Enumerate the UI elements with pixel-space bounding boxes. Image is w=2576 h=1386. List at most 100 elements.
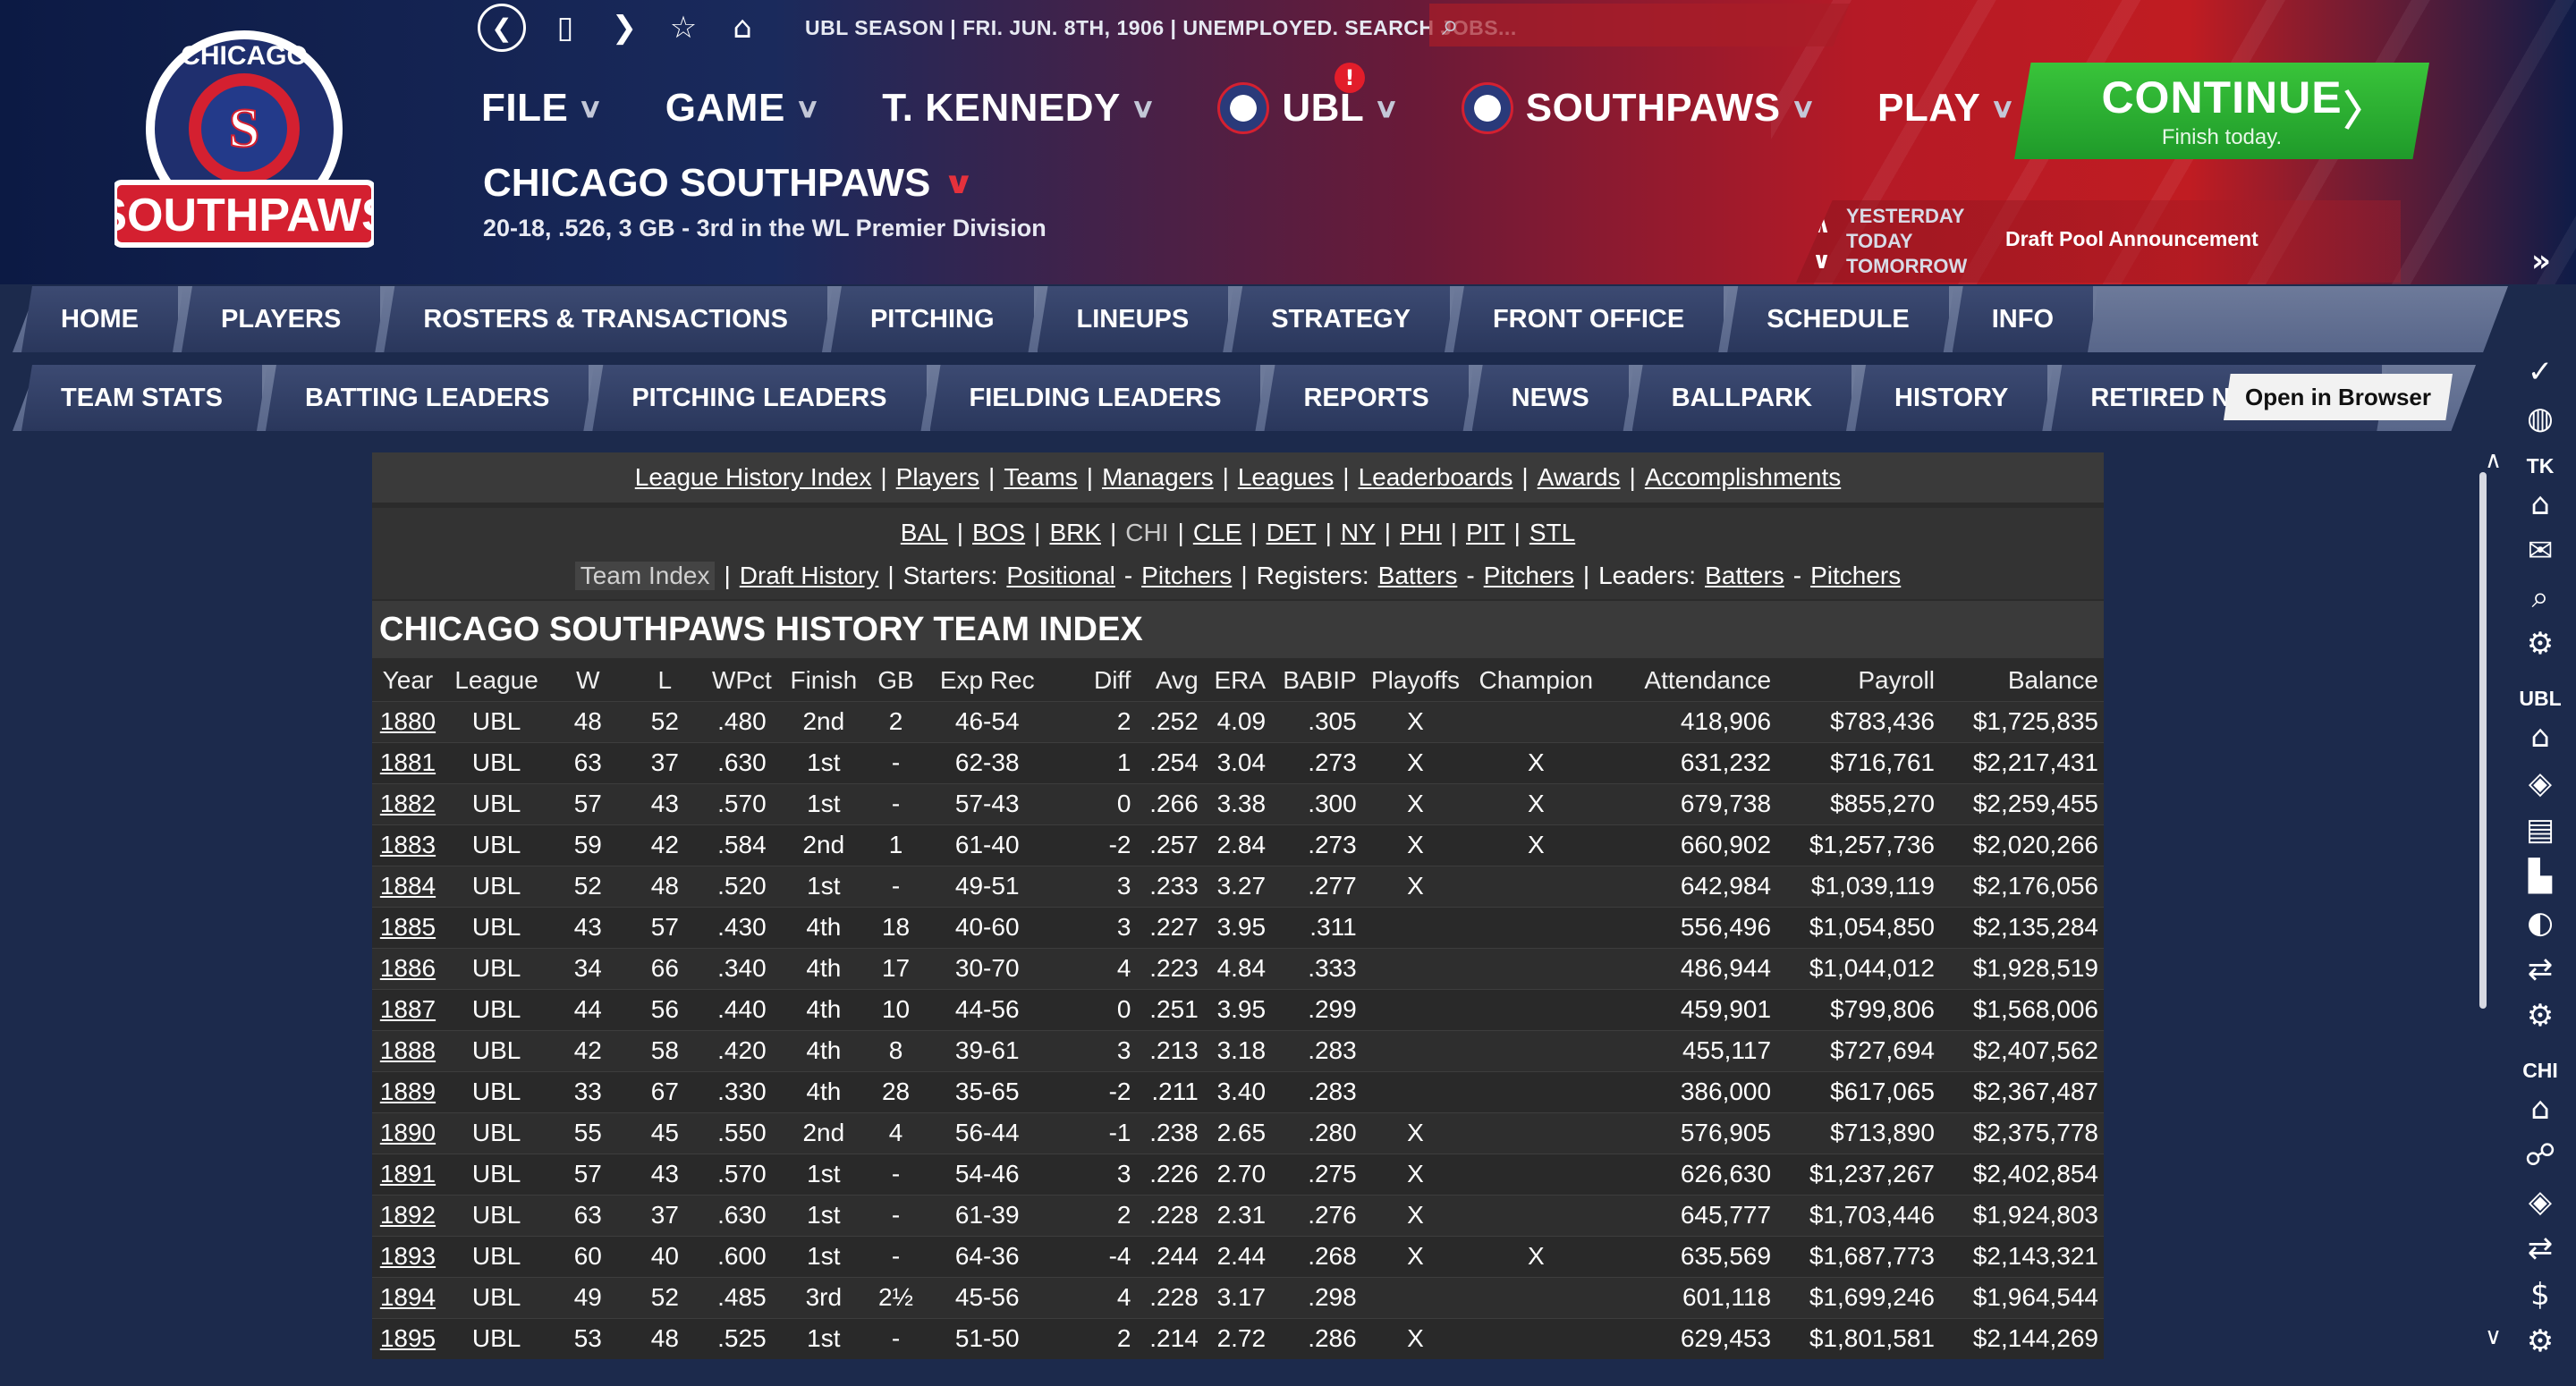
column-header-wpct[interactable]: WPct bbox=[703, 660, 781, 701]
team-link-stl[interactable]: STL bbox=[1529, 519, 1576, 546]
menu-file[interactable]: FILE ∨ bbox=[481, 86, 605, 130]
column-header-babip[interactable]: BABIP bbox=[1271, 660, 1362, 701]
tab-home[interactable]: HOME bbox=[21, 286, 183, 352]
tab-fielding-leaders[interactable]: FIELDING LEADERS bbox=[930, 365, 1267, 431]
home-icon[interactable]: ⌂ bbox=[733, 10, 752, 46]
column-header-champion[interactable]: Champion bbox=[1469, 660, 1604, 701]
team-link-ny[interactable]: NY bbox=[1340, 519, 1376, 546]
link-leagues[interactable]: Leagues bbox=[1237, 463, 1335, 491]
team-link-phi[interactable]: PHI bbox=[1400, 519, 1442, 546]
yesterday-link[interactable]: YESTERDAY bbox=[1846, 205, 1965, 227]
registers-batters-link[interactable]: Batters bbox=[1377, 562, 1458, 589]
registers-pitchers-link[interactable]: Pitchers bbox=[1483, 562, 1574, 589]
roster-icon[interactable]: ☍ bbox=[2524, 1137, 2556, 1173]
continue-button[interactable]: CONTINUE Finish today. 〉 bbox=[2014, 63, 2429, 159]
column-header-payroll[interactable]: Payroll bbox=[1776, 660, 1940, 701]
team-link-cle[interactable]: CLE bbox=[1192, 519, 1242, 546]
cell-year[interactable]: 1886 bbox=[372, 947, 444, 989]
chevron-down-icon[interactable]: ∨ bbox=[1812, 248, 1832, 275]
tab-schedule[interactable]: SCHEDULE bbox=[1727, 286, 1954, 352]
link-awards[interactable]: Awards bbox=[1537, 463, 1621, 491]
bookmark-icon[interactable]: ▯ bbox=[556, 10, 574, 46]
tab-strategy[interactable]: STRATEGY bbox=[1232, 286, 1455, 352]
column-header-gb[interactable]: GB bbox=[867, 660, 925, 701]
star-icon[interactable]: ☆ bbox=[669, 10, 698, 46]
check-icon[interactable]: ✓ bbox=[2527, 354, 2554, 390]
team-logo[interactable]: S CHICAGO SOUTHPAWS bbox=[114, 23, 374, 256]
column-header-league[interactable]: League bbox=[443, 660, 550, 701]
season-status-text[interactable]: UBL SEASON | FRI. JUN. 8TH, 1906 | UNEMP… bbox=[805, 15, 1517, 39]
gear-icon[interactable]: ⚙ bbox=[2526, 998, 2555, 1034]
team-link-brk[interactable]: BRK bbox=[1049, 519, 1102, 546]
cell-year[interactable]: 1894 bbox=[372, 1276, 444, 1318]
link-accomplishments[interactable]: Accomplishments bbox=[1644, 463, 1842, 491]
home-icon[interactable]: ⌂ bbox=[2530, 486, 2550, 522]
team-link-pit[interactable]: PIT bbox=[1466, 519, 1505, 546]
column-header-w[interactable]: W bbox=[549, 660, 627, 701]
scrollbar-thumb[interactable] bbox=[2479, 472, 2487, 1009]
id-card-icon[interactable]: ▤ bbox=[2525, 812, 2555, 848]
menu-game[interactable]: GAME ∨ bbox=[665, 86, 821, 130]
mail-icon[interactable]: ✉ bbox=[2527, 533, 2554, 569]
scroll-down-icon[interactable]: ∨ bbox=[2485, 1323, 2503, 1350]
cell-year[interactable]: 1887 bbox=[372, 988, 444, 1030]
column-header-exp-rec[interactable]: Exp Rec bbox=[924, 660, 1050, 701]
forward-icon[interactable]: ❯ bbox=[611, 10, 638, 46]
home-icon[interactable]: ⌂ bbox=[2530, 1091, 2550, 1127]
link-league-history-index[interactable]: League History Index bbox=[634, 463, 872, 491]
menu-team[interactable]: SOUTHPAWS ∨ bbox=[1461, 82, 1816, 134]
globe-icon[interactable]: ◍ bbox=[2527, 401, 2554, 436]
tomorrow-link[interactable]: TOMORROW bbox=[1846, 255, 1968, 277]
expand-icon[interactable]: » bbox=[2531, 243, 2551, 279]
cell-year[interactable]: 1881 bbox=[372, 741, 444, 783]
column-header-era[interactable]: ERA bbox=[1203, 660, 1272, 701]
tab-news[interactable]: NEWS bbox=[1472, 365, 1634, 431]
cell-year[interactable]: 1884 bbox=[372, 865, 444, 907]
today-link[interactable]: TODAY bbox=[1846, 230, 1913, 252]
tab-team-stats[interactable]: TEAM STATS bbox=[21, 365, 267, 431]
leaders-pitchers-link[interactable]: Pitchers bbox=[1810, 562, 1902, 589]
dollar-icon[interactable]: $ bbox=[2530, 1277, 2550, 1313]
tab-history[interactable]: HISTORY bbox=[1855, 365, 2053, 431]
tab-batting-leaders[interactable]: BATTING LEADERS bbox=[266, 365, 594, 431]
cell-year[interactable]: 1892 bbox=[372, 1194, 444, 1236]
diamond-icon[interactable]: ◈ bbox=[2528, 765, 2553, 801]
menu-play[interactable]: PLAY ∨ bbox=[1877, 86, 2017, 130]
cell-year[interactable]: 1891 bbox=[372, 1153, 444, 1195]
column-header-year[interactable]: Year bbox=[372, 660, 444, 701]
draft-history-link[interactable]: Draft History bbox=[739, 562, 879, 589]
home-icon[interactable]: ⌂ bbox=[2530, 719, 2550, 755]
cell-year[interactable]: 1882 bbox=[372, 782, 444, 824]
tab-ballpark[interactable]: BALLPARK bbox=[1632, 365, 1857, 431]
gear-icon[interactable]: ⚙ bbox=[2526, 626, 2555, 662]
column-header-avg[interactable]: Avg bbox=[1136, 660, 1204, 701]
column-header-finish[interactable]: Finish bbox=[780, 660, 868, 701]
cell-year[interactable]: 1893 bbox=[372, 1235, 444, 1277]
gear-icon[interactable]: ⚙ bbox=[2526, 1323, 2555, 1359]
tab-front-office[interactable]: FRONT OFFICE bbox=[1453, 286, 1729, 352]
menu-manager[interactable]: T. KENNEDY ∨ bbox=[882, 86, 1157, 130]
transfer-icon[interactable]: ⇄ bbox=[2527, 951, 2554, 987]
starters-positional-link[interactable]: Positional bbox=[1006, 562, 1115, 589]
event-text[interactable]: Draft Pool Announcement bbox=[2005, 227, 2258, 250]
bar-chart-icon[interactable]: ▙ bbox=[2528, 858, 2553, 894]
tab-info[interactable]: INFO bbox=[1953, 286, 2098, 352]
baseball-icon[interactable]: ◐ bbox=[2527, 905, 2554, 941]
cell-year[interactable]: 1890 bbox=[372, 1111, 444, 1154]
link-managers[interactable]: Managers bbox=[1102, 463, 1214, 491]
tab-rosters-transactions[interactable]: ROSTERS & TRANSACTIONS bbox=[384, 286, 833, 352]
back-icon[interactable]: ❮ bbox=[478, 4, 526, 52]
column-header-playoffs[interactable]: Playoffs bbox=[1361, 660, 1470, 701]
cell-year[interactable]: 1885 bbox=[372, 906, 444, 948]
scroll-up-icon[interactable]: ∧ bbox=[2485, 447, 2503, 474]
transfer-icon[interactable]: ⇄ bbox=[2527, 1230, 2554, 1266]
column-header-balance[interactable]: Balance bbox=[1939, 660, 2104, 701]
tab-lineups[interactable]: LINEUPS bbox=[1038, 286, 1234, 352]
tab-pitching-leaders[interactable]: PITCHING LEADERS bbox=[592, 365, 931, 431]
search-input[interactable]: ⌕ bbox=[1429, 4, 1850, 46]
starters-pitchers-link[interactable]: Pitchers bbox=[1141, 562, 1233, 589]
team-link-det[interactable]: DET bbox=[1266, 519, 1317, 546]
tab-pitching[interactable]: PITCHING bbox=[831, 286, 1039, 352]
cell-year[interactable]: 1888 bbox=[372, 1029, 444, 1071]
cell-year[interactable]: 1880 bbox=[372, 700, 444, 742]
